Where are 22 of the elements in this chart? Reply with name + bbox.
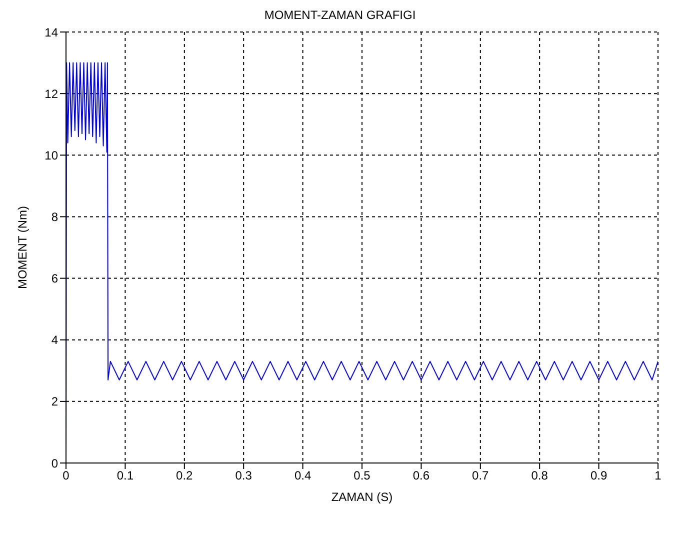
y-tick-label: 8: [51, 210, 58, 224]
y-tick-label: 10: [44, 148, 58, 162]
x-tick-label: 0.3: [235, 468, 252, 483]
x-axis-title: ZAMAN (S): [331, 490, 393, 504]
x-tick-label: 0.7: [472, 468, 490, 483]
y-tick-label: 6: [51, 272, 58, 286]
x-tick-label: 0.6: [412, 468, 430, 483]
x-tick-label: 0.5: [354, 468, 371, 483]
y-axis-title: MOMENT (Nm): [15, 206, 30, 290]
chart-title: MOMENT-ZAMAN GRAFIGI: [263, 8, 417, 24]
x-tick-label: 1: [654, 468, 662, 483]
x-tick-label: 0: [62, 468, 70, 483]
y-tick-label: 2: [51, 394, 58, 409]
y-tick-label: 4: [51, 333, 58, 348]
y-tick-label: 0: [51, 456, 58, 470]
x-tick-label: 0.4: [294, 468, 312, 483]
y-tick-label: 12: [44, 86, 58, 101]
x-tick-label: 0.1: [116, 468, 134, 483]
x-tick-label: 0.8: [531, 468, 548, 483]
x-tick-label: 0.2: [176, 468, 194, 483]
x-tick-label: 0.9: [590, 468, 608, 483]
y-tick-label: 14: [44, 25, 58, 40]
